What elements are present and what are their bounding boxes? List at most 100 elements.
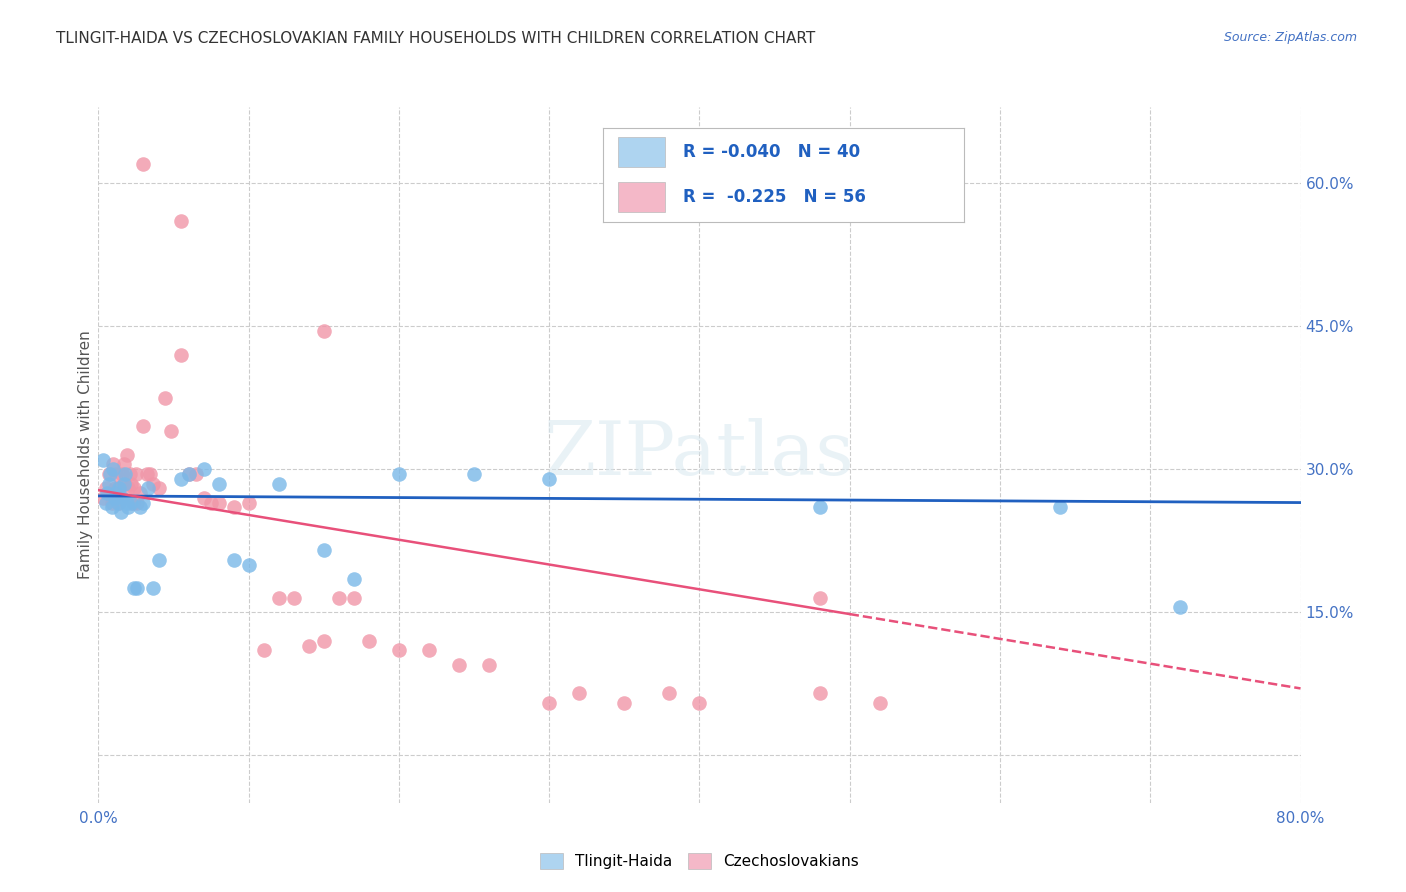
Point	[117, 500, 139, 515]
Point	[91, 491, 114, 505]
Point	[312, 324, 335, 338]
Point	[110, 505, 132, 519]
Point	[103, 462, 125, 476]
Point	[193, 462, 215, 476]
Text: R =  -0.225   N = 56: R = -0.225 N = 56	[683, 188, 866, 206]
Point	[117, 481, 139, 495]
Point	[127, 495, 149, 509]
Point	[97, 476, 120, 491]
Point	[121, 476, 143, 491]
Bar	[617, 182, 665, 212]
Point	[170, 348, 193, 362]
Point	[136, 481, 159, 495]
Point	[104, 481, 127, 495]
Point	[108, 495, 131, 509]
Point	[869, 696, 891, 710]
Point	[388, 467, 411, 481]
Point	[127, 582, 149, 596]
Point	[418, 643, 440, 657]
Point	[253, 643, 276, 657]
Point	[91, 452, 114, 467]
Point	[388, 643, 411, 657]
Point	[114, 476, 136, 491]
Point	[135, 467, 157, 481]
Point	[101, 500, 124, 515]
Point	[689, 696, 711, 710]
Point	[107, 495, 129, 509]
Point	[328, 591, 350, 605]
Point	[267, 591, 290, 605]
Point	[125, 467, 148, 481]
Point	[463, 467, 485, 481]
Point	[808, 591, 831, 605]
Point	[148, 553, 170, 567]
Legend: Tlingit-Haida, Czechoslovakians: Tlingit-Haida, Czechoslovakians	[534, 847, 865, 875]
Point	[267, 476, 290, 491]
Point	[613, 696, 636, 710]
Point	[159, 424, 181, 438]
Point	[111, 491, 134, 505]
Point	[238, 495, 260, 509]
Point	[141, 476, 163, 491]
Y-axis label: Family Households with Children: Family Households with Children	[77, 331, 93, 579]
Text: TLINGIT-HAIDA VS CZECHOSLOVAKIAN FAMILY HOUSEHOLDS WITH CHILDREN CORRELATION CHA: TLINGIT-HAIDA VS CZECHOSLOVAKIAN FAMILY …	[56, 31, 815, 46]
Point	[118, 467, 141, 481]
Point	[111, 467, 134, 481]
Point	[132, 419, 155, 434]
Point	[283, 591, 305, 605]
Point	[121, 495, 143, 509]
Point	[298, 639, 321, 653]
Point	[568, 686, 591, 700]
Point	[170, 214, 193, 228]
Point	[357, 633, 380, 648]
Point	[153, 391, 176, 405]
Point	[132, 157, 155, 171]
Text: ZIPatlas: ZIPatlas	[544, 418, 855, 491]
Point	[170, 472, 193, 486]
Point	[124, 481, 146, 495]
Point	[141, 582, 163, 596]
Point	[100, 467, 122, 481]
Point	[343, 572, 366, 586]
Point	[1049, 500, 1071, 515]
Point	[97, 467, 120, 481]
Point	[222, 553, 245, 567]
Point	[343, 591, 366, 605]
Point	[101, 495, 124, 509]
Point	[208, 495, 231, 509]
Point	[114, 467, 136, 481]
Point	[658, 686, 681, 700]
Point	[808, 500, 831, 515]
Text: Source: ZipAtlas.com: Source: ZipAtlas.com	[1223, 31, 1357, 45]
Point	[447, 657, 470, 672]
Point	[115, 448, 138, 462]
Point	[538, 472, 561, 486]
Point	[193, 491, 215, 505]
Point	[124, 582, 146, 596]
Point	[238, 558, 260, 572]
Point	[138, 467, 160, 481]
Point	[1170, 600, 1192, 615]
Point	[108, 481, 131, 495]
Point	[200, 495, 222, 509]
Bar	[617, 137, 665, 168]
Point	[184, 467, 207, 481]
Point	[129, 500, 152, 515]
Point	[105, 486, 128, 500]
Point	[538, 696, 561, 710]
Point	[129, 486, 152, 500]
Point	[105, 467, 128, 481]
Point	[107, 481, 129, 495]
Point	[122, 495, 145, 509]
Point	[132, 495, 155, 509]
Point	[208, 476, 231, 491]
Point	[148, 481, 170, 495]
Point	[177, 467, 200, 481]
Point	[112, 476, 135, 491]
Point	[177, 467, 200, 481]
Text: R = -0.040   N = 40: R = -0.040 N = 40	[683, 144, 860, 161]
Point	[478, 657, 501, 672]
Point	[104, 491, 127, 505]
Point	[115, 495, 138, 509]
Point	[112, 458, 135, 472]
